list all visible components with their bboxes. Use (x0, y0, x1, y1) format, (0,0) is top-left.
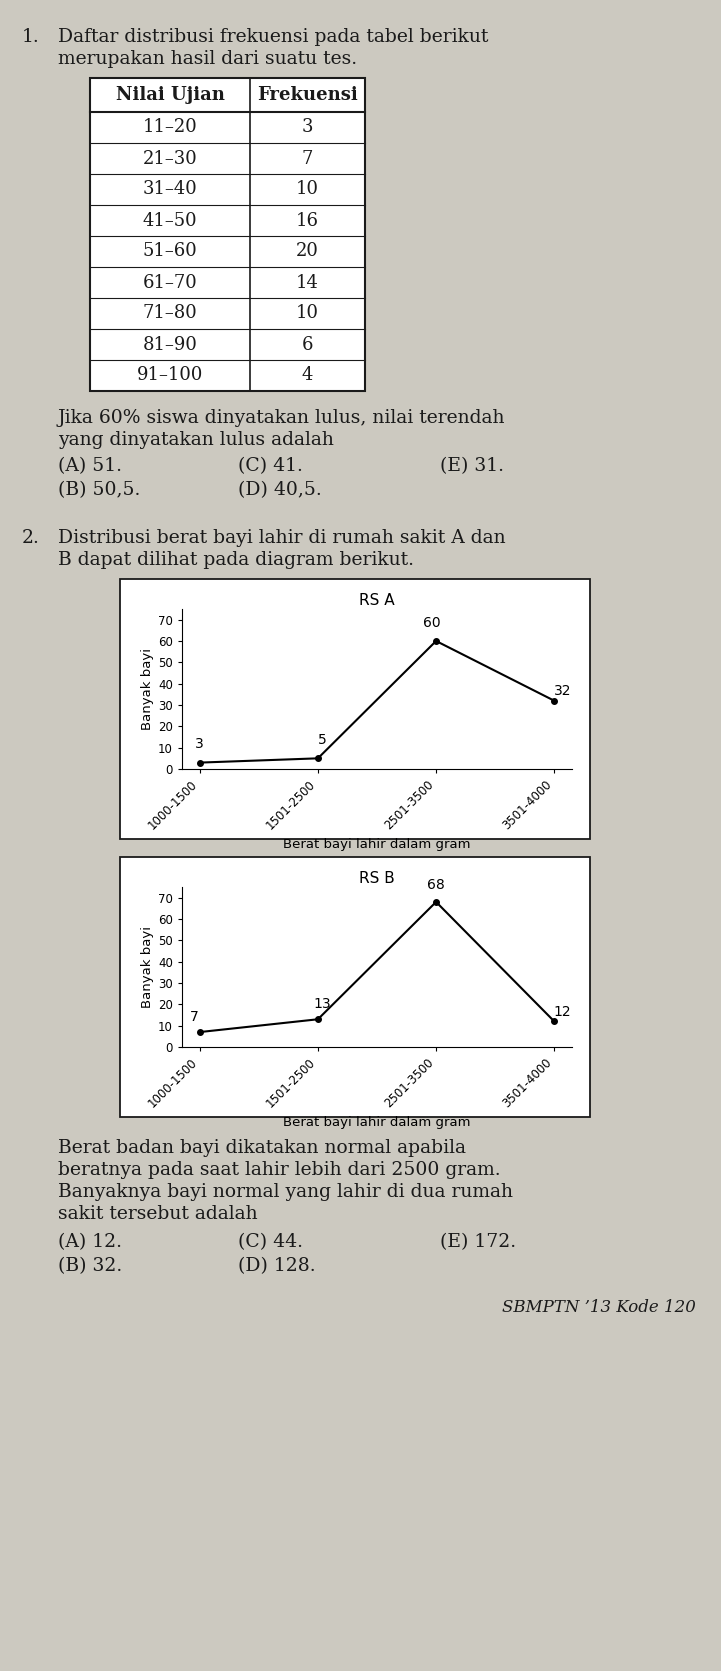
Text: 20: 20 (296, 242, 319, 261)
Y-axis label: Banyak bayi: Banyak bayi (141, 926, 154, 1008)
Text: 81–90: 81–90 (143, 336, 198, 354)
Text: 13: 13 (313, 998, 331, 1011)
Text: Berat badan bayi dikatakan normal apabila: Berat badan bayi dikatakan normal apabil… (58, 1140, 466, 1156)
Text: 5: 5 (318, 734, 327, 747)
Text: 10: 10 (296, 304, 319, 323)
Text: yang dinyatakan lulus adalah: yang dinyatakan lulus adalah (58, 431, 334, 449)
Text: (C) 41.: (C) 41. (238, 456, 303, 475)
Bar (120, 578, 590, 839)
Text: (B) 32.: (B) 32. (58, 1257, 123, 1275)
Text: Banyaknya bayi normal yang lahir di dua rumah: Banyaknya bayi normal yang lahir di dua … (58, 1183, 513, 1201)
Text: 61–70: 61–70 (143, 274, 198, 291)
Text: 3: 3 (302, 119, 313, 137)
Text: 31–40: 31–40 (143, 180, 198, 199)
Text: 11–20: 11–20 (143, 119, 198, 137)
Text: 68: 68 (428, 879, 445, 892)
Text: (E) 31.: (E) 31. (440, 456, 504, 475)
Text: (E) 172.: (E) 172. (440, 1233, 516, 1252)
Text: (D) 128.: (D) 128. (238, 1257, 316, 1275)
Text: Daftar distribusi frekuensi pada tabel berikut: Daftar distribusi frekuensi pada tabel b… (58, 28, 488, 47)
Text: 12: 12 (554, 1004, 572, 1019)
Text: 4: 4 (302, 366, 313, 384)
Text: 14: 14 (296, 274, 319, 291)
X-axis label: Berat bayi lahir dalam gram: Berat bayi lahir dalam gram (283, 1116, 471, 1130)
Text: 1.: 1. (22, 28, 40, 47)
Text: Distribusi berat bayi lahir di rumah sakit A dan: Distribusi berat bayi lahir di rumah sak… (58, 530, 505, 546)
Text: 10: 10 (296, 180, 319, 199)
Text: merupakan hasil dari suatu tes.: merupakan hasil dari suatu tes. (58, 50, 357, 69)
Text: (A) 51.: (A) 51. (58, 456, 122, 475)
Text: SBMPTN ’13 Kode 120: SBMPTN ’13 Kode 120 (502, 1298, 696, 1317)
X-axis label: Berat bayi lahir dalam gram: Berat bayi lahir dalam gram (283, 837, 471, 851)
Text: B dapat dilihat pada diagram berikut.: B dapat dilihat pada diagram berikut. (58, 551, 414, 570)
Y-axis label: Banyak bayi: Banyak bayi (141, 648, 154, 730)
Text: (A) 12.: (A) 12. (58, 1233, 122, 1252)
Text: 3: 3 (195, 737, 204, 752)
Text: beratnya pada saat lahir lebih dari 2500 gram.: beratnya pada saat lahir lebih dari 2500… (58, 1161, 500, 1180)
Text: 32: 32 (554, 683, 571, 698)
Text: 71–80: 71–80 (143, 304, 198, 323)
Text: 41–50: 41–50 (143, 212, 198, 229)
Text: 7: 7 (190, 1009, 198, 1024)
Text: 2.: 2. (22, 530, 40, 546)
Text: 51–60: 51–60 (143, 242, 198, 261)
Bar (90, 79, 365, 391)
Text: 91–100: 91–100 (137, 366, 203, 384)
Text: 21–30: 21–30 (143, 149, 198, 167)
Text: 60: 60 (423, 617, 441, 630)
Text: Jika 60% siswa dinyatakan lulus, nilai terendah: Jika 60% siswa dinyatakan lulus, nilai t… (58, 409, 505, 428)
Text: 7: 7 (302, 149, 313, 167)
Text: sakit tersebut adalah: sakit tersebut adalah (58, 1205, 257, 1223)
Bar (120, 857, 590, 1116)
Text: (D) 40,5.: (D) 40,5. (238, 481, 322, 500)
Title: RS A: RS A (359, 593, 395, 608)
Text: (C) 44.: (C) 44. (238, 1233, 303, 1252)
Text: 6: 6 (302, 336, 313, 354)
Text: Frekuensi: Frekuensi (257, 85, 358, 104)
Text: (B) 50,5.: (B) 50,5. (58, 481, 141, 500)
Text: Nilai Ujian: Nilai Ujian (115, 85, 224, 104)
Title: RS B: RS B (359, 871, 395, 886)
Text: 16: 16 (296, 212, 319, 229)
